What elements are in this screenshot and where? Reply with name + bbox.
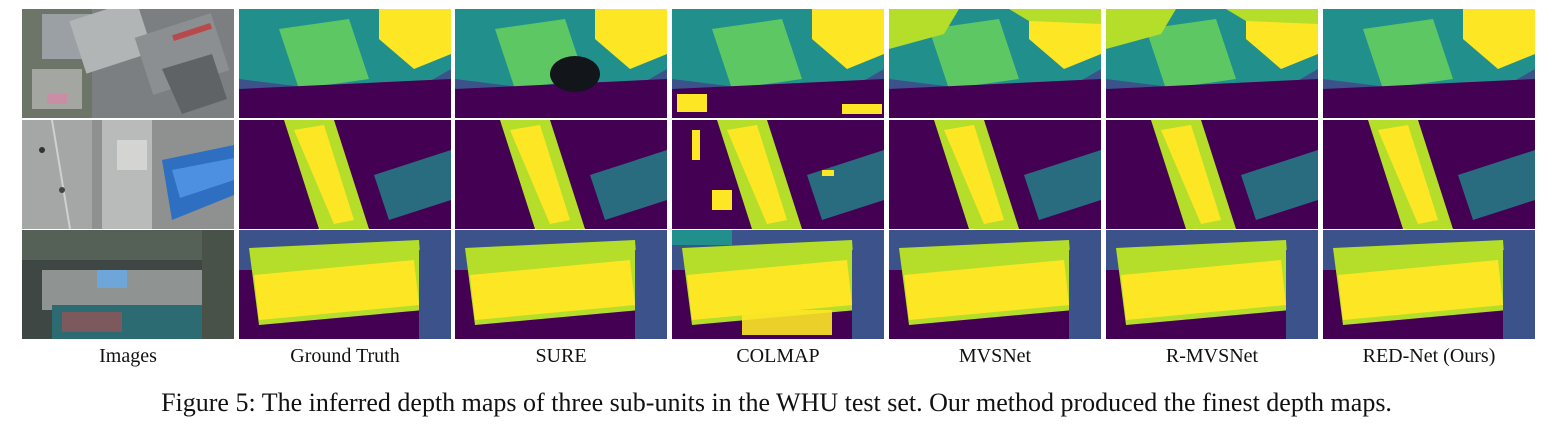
- depth-map-red-net-ours-row-1: [1323, 9, 1535, 118]
- depth-map-sure-row-1: [455, 9, 667, 118]
- depth-map-ground-truth-row-3: [239, 230, 451, 339]
- depth-map-ground-truth-row-1: [239, 9, 451, 118]
- depth-map-mvsnet-row-1: [889, 9, 1101, 118]
- depth-map-r-mvsnet-row-3: [1106, 230, 1318, 339]
- column-label-images: Images: [99, 345, 157, 367]
- depth-map-red-net-ours-row-3: [1323, 230, 1535, 339]
- column-label-red-net-ours: RED-Net (Ours): [1362, 345, 1496, 367]
- depth-map-colmap-row-1: [672, 9, 884, 118]
- aerial-image-row-3: [22, 230, 234, 339]
- depth-map-r-mvsnet-row-2: [1106, 120, 1318, 229]
- depth-map-r-mvsnet-row-1: [1106, 9, 1318, 118]
- depth-map-red-net-ours-row-2: [1323, 120, 1535, 229]
- depth-map-colmap-row-2: [672, 120, 884, 229]
- aerial-image-row-2: [22, 120, 234, 229]
- depth-map-colmap-row-3: [672, 230, 884, 339]
- figure-caption: Figure 5: The inferred depth maps of thr…: [161, 388, 1392, 417]
- depth-map-ground-truth-row-2: [239, 120, 451, 229]
- depth-map-sure-row-3: [455, 230, 667, 339]
- column-label-sure: SURE: [535, 345, 587, 367]
- column-label-r-mvsnet: R-MVSNet: [1165, 345, 1259, 367]
- depth-map-mvsnet-row-3: [889, 230, 1101, 339]
- column-label-mvsnet: MVSNet: [958, 345, 1032, 367]
- depth-map-mvsnet-row-2: [889, 120, 1101, 229]
- aerial-image-row-1: [22, 9, 234, 118]
- depth-map-sure-row-2: [455, 120, 667, 229]
- column-label-ground-truth: Ground Truth: [290, 345, 400, 367]
- column-label-colmap: COLMAP: [736, 345, 820, 367]
